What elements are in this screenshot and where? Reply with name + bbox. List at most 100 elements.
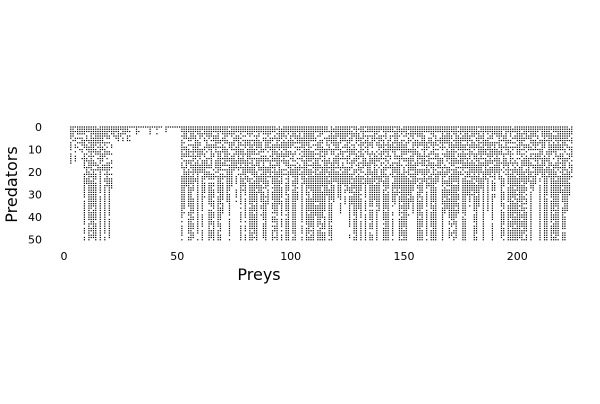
interaction-point-1629 [256, 130, 258, 133]
interaction-point-4100 [419, 142, 421, 144]
interaction-point-835 [197, 203, 199, 205]
interaction-point-4877 [469, 173, 471, 175]
interaction-point-3919 [405, 196, 407, 198]
interaction-point-892 [201, 203, 203, 205]
interaction-point-2013 [281, 142, 283, 144]
interaction-point-876 [201, 164, 203, 166]
interaction-point-45 [81, 126, 83, 128]
interaction-point-4934 [473, 178, 475, 180]
interaction-point-3542 [383, 148, 385, 151]
interaction-point-4777 [462, 216, 464, 218]
interaction-point-4356 [435, 164, 437, 166]
interaction-point-4519 [446, 200, 448, 203]
interaction-point-2073 [285, 151, 287, 153]
interaction-point-2682 [321, 194, 323, 196]
interaction-point-3875 [403, 194, 405, 196]
interaction-point-4913 [471, 189, 473, 191]
interaction-point-72 [83, 176, 85, 178]
interaction-point-2008 [281, 128, 283, 130]
interaction-point-1918 [274, 198, 276, 200]
interaction-point-4243 [428, 142, 430, 144]
interaction-point-1983 [278, 144, 280, 146]
interaction-point-377 [104, 135, 106, 137]
interaction-point-1416 [242, 128, 244, 130]
interaction-point-1057 [213, 214, 215, 216]
interaction-point-4105 [419, 162, 421, 164]
interaction-point-1628 [256, 128, 258, 130]
interaction-point-1546 [251, 133, 253, 135]
interaction-point-589 [181, 196, 183, 198]
interaction-point-3987 [410, 182, 412, 184]
interaction-point-4369 [435, 200, 437, 203]
interaction-point-3249 [360, 232, 362, 234]
interaction-point-1472 [244, 227, 246, 230]
interaction-point-741 [190, 236, 192, 239]
interaction-point-4813 [464, 194, 466, 196]
interaction-point-1558 [251, 169, 253, 171]
interaction-point-1631 [256, 137, 258, 139]
interaction-point-4076 [417, 198, 419, 200]
interaction-point-3768 [396, 194, 398, 196]
interaction-point-1849 [269, 169, 271, 171]
interaction-point-314 [99, 142, 101, 144]
interaction-point-4138 [421, 137, 423, 139]
interaction-point-679 [188, 185, 190, 187]
interaction-point-1816 [267, 144, 269, 146]
interaction-point-4942 [473, 198, 475, 200]
interaction-point-2561 [315, 189, 317, 191]
interaction-point-915 [203, 153, 206, 155]
interaction-point-4541 [448, 176, 450, 178]
interaction-point-885 [201, 187, 203, 189]
interaction-point-3737 [394, 196, 396, 198]
interaction-point-1925 [274, 216, 276, 218]
interaction-point-1966 [276, 218, 278, 221]
interaction-point-200 [90, 223, 92, 225]
interaction-point-535 [135, 128, 138, 130]
interaction-point-2352 [303, 166, 305, 169]
interaction-point-4482 [444, 187, 446, 189]
interaction-point-3442 [373, 198, 376, 200]
interaction-point-4414 [439, 162, 441, 164]
interaction-point-506 [117, 137, 119, 139]
interaction-point-452 [108, 185, 110, 187]
interaction-point-122 [88, 146, 90, 148]
interaction-point-1903 [274, 164, 276, 166]
interaction-point-1019 [210, 203, 212, 205]
interaction-point-3692 [392, 185, 394, 187]
interaction-point-512 [122, 126, 124, 128]
interaction-point-3546 [383, 162, 385, 164]
interaction-point-2746 [326, 139, 328, 142]
interaction-point-1201 [222, 209, 224, 212]
interaction-point-2877 [333, 200, 335, 203]
interaction-point-1802 [265, 225, 267, 227]
interaction-point-4126 [419, 225, 421, 227]
interaction-point-3950 [407, 164, 410, 166]
interaction-point-1337 [235, 146, 237, 148]
interaction-point-2799 [328, 225, 330, 227]
interaction-point-3478 [376, 225, 378, 227]
interaction-point-2267 [296, 171, 299, 173]
interaction-point-1136 [219, 146, 221, 148]
interaction-point-4918 [473, 133, 475, 135]
interaction-point-1658 [256, 209, 258, 212]
interaction-point-795 [194, 155, 197, 157]
interaction-point-2278 [299, 126, 301, 128]
interaction-point-2640 [319, 191, 321, 193]
interaction-point-2422 [308, 160, 310, 162]
interaction-point-4439 [441, 178, 444, 180]
interaction-point-2032 [281, 200, 283, 203]
interaction-point-2943 [339, 178, 342, 180]
interaction-point-342 [99, 209, 101, 212]
interaction-point-2284 [299, 139, 301, 142]
interaction-point-3354 [369, 189, 371, 191]
interaction-point-3951 [407, 166, 410, 169]
interaction-point-3205 [358, 196, 360, 198]
interaction-point-1405 [240, 216, 242, 218]
interaction-point-4438 [441, 176, 444, 178]
interaction-point-2869 [333, 180, 335, 182]
interaction-point-3644 [387, 203, 389, 205]
interaction-point-3557 [383, 194, 385, 196]
interaction-point-612 [183, 142, 185, 144]
interaction-point-1449 [244, 166, 246, 169]
interaction-point-1878 [271, 203, 274, 205]
